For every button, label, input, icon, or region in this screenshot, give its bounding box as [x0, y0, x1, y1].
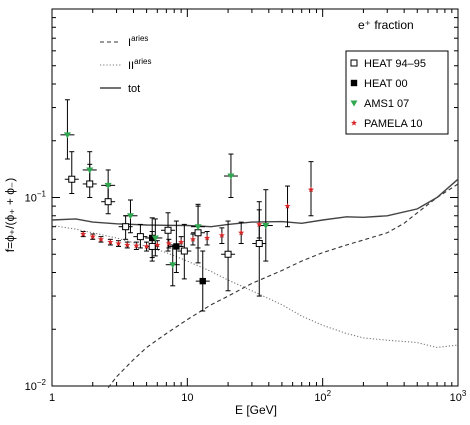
curve-dotted [51, 224, 459, 349]
y-tick-label: 10−1 [25, 190, 47, 205]
marker-open-square [148, 242, 156, 250]
legend-lines: Iaries IIaries tot [100, 34, 151, 95]
legend-line-label: tot [128, 83, 140, 95]
marker-triangle [227, 173, 235, 180]
marker-open-square [194, 229, 202, 237]
marker-star [189, 236, 196, 242]
marker-filled-square [148, 234, 156, 242]
marker-star [89, 233, 96, 240]
marker-open-square [122, 223, 130, 231]
marker-triangle [350, 100, 358, 107]
marker-star [238, 229, 245, 236]
x-tick-label: 10 [181, 392, 193, 404]
marker-open-square [180, 247, 188, 255]
marker-triangle [194, 224, 202, 231]
marker-triangle [262, 223, 270, 230]
curve-dashed [107, 183, 459, 389]
chart-title: e⁺ fraction [358, 18, 414, 32]
marker-star [143, 243, 150, 250]
marker-star [307, 186, 315, 193]
marker-star [204, 234, 211, 241]
marker-star [165, 240, 172, 247]
legend-data: HEAT 94–95 HEAT 00 AMS1 07 PAMELA 10 [345, 50, 449, 135]
marker-triangle [126, 213, 134, 220]
marker-open-square [104, 198, 112, 206]
marker-open-square [224, 250, 232, 258]
legend-line-label: Iaries [128, 34, 148, 49]
marker-star [256, 221, 263, 227]
x-tick-label: 102 [314, 389, 331, 404]
marker-open-square [68, 175, 76, 183]
legend-data-label: PAMELA 10 [364, 118, 423, 130]
x-tick-label: 103 [450, 389, 467, 404]
legend-data-box [345, 50, 449, 135]
legend-data-label: AMS1 07 [364, 98, 409, 110]
y-axis-label: f=ϕ₊/(ϕ₊ + ϕ₋) [3, 178, 17, 253]
x-axis-label: E [GeV] [235, 403, 277, 417]
legend-line-label: IIaries [128, 57, 151, 72]
marker-triangle [151, 235, 159, 242]
marker-triangle [104, 182, 112, 189]
marker-star [80, 230, 87, 237]
marker-open-square [255, 240, 263, 248]
marker-open-square [164, 226, 172, 234]
y-tick-label: 10−2 [25, 378, 47, 393]
legend-data-label: HEAT 00 [364, 78, 408, 90]
marker-star [115, 240, 122, 247]
marker-star [133, 242, 140, 249]
marker-star [107, 238, 114, 245]
marker-filled-square [350, 79, 358, 87]
curve-solid [51, 178, 459, 228]
marker-open-square [136, 233, 144, 241]
marker-filled-square [173, 243, 180, 250]
marker-star [97, 236, 104, 242]
marker-triangle [169, 262, 177, 269]
chart-title-text: e⁺ fraction [358, 18, 414, 32]
marker-star [284, 202, 291, 209]
marker-star [350, 119, 358, 126]
marker-star [178, 238, 185, 245]
marker-star [154, 241, 161, 248]
marker-filled-square [199, 277, 206, 285]
marker-open-square [350, 59, 358, 67]
x-tick-label: 1 [49, 392, 55, 404]
marker-star [218, 232, 225, 238]
legend-data-label: HEAT 94–95 [364, 58, 426, 70]
marker-star [124, 241, 131, 248]
marker-triangle [86, 167, 94, 174]
marker-open-square [86, 180, 94, 188]
marker-triangle [63, 132, 71, 139]
